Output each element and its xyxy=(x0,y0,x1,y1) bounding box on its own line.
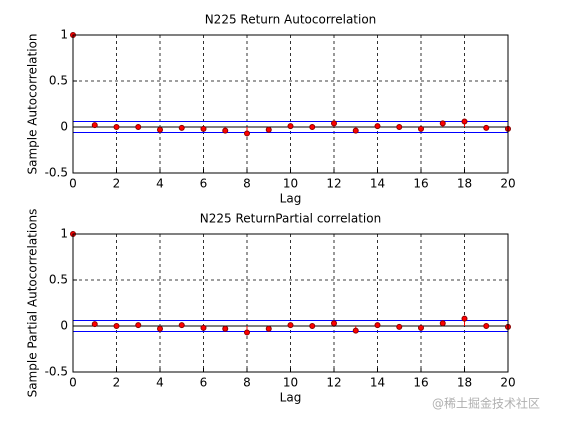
stem-marker xyxy=(113,323,120,329)
stem-marker xyxy=(352,127,359,134)
stem-marker xyxy=(222,127,229,134)
stem-marker xyxy=(244,130,250,137)
stem-marker xyxy=(396,323,403,330)
stem-marker xyxy=(439,120,446,127)
x-tick-label: 12 xyxy=(326,177,341,191)
y-axis-label: Sample Autocorrelation xyxy=(26,33,40,174)
x-tick-label: 18 xyxy=(457,376,472,390)
stem-marker xyxy=(91,321,98,328)
y-tick-label: 0 xyxy=(60,120,68,134)
x-tick-label: 0 xyxy=(69,376,77,390)
stem-marker xyxy=(439,320,446,327)
x-tick-label: 18 xyxy=(457,177,472,191)
stem-marker xyxy=(483,323,490,329)
x-tick-label: 2 xyxy=(113,376,121,390)
stem-marker xyxy=(309,124,316,130)
stem-marker xyxy=(418,125,424,132)
x-tick-label: 10 xyxy=(283,177,298,191)
x-tick-label: 10 xyxy=(283,376,298,390)
stem-marker xyxy=(157,325,163,332)
x-tick-label: 20 xyxy=(500,177,515,191)
x-tick-label: 0 xyxy=(69,177,77,191)
x-tick-label: 8 xyxy=(243,177,251,191)
x-tick-label: 4 xyxy=(156,177,164,191)
stem-marker xyxy=(178,322,185,329)
y-axis-label: Sample Partial Autocorrelations xyxy=(26,209,40,398)
y-tick-label: 0.5 xyxy=(49,74,68,88)
stem-marker xyxy=(287,123,294,130)
stem-marker xyxy=(352,327,359,334)
stem-marker xyxy=(374,322,381,329)
x-tick-label: 16 xyxy=(413,376,428,390)
x-tick-label: 8 xyxy=(243,376,251,390)
x-tick-label: 14 xyxy=(370,177,385,191)
y-tick-label: -0.5 xyxy=(45,365,68,379)
x-axis-label: Lag xyxy=(280,391,302,405)
stem-marker xyxy=(200,324,207,331)
y-tick-label: -0.5 xyxy=(45,166,68,180)
stem-marker xyxy=(483,124,490,131)
y-tick-label: 1 xyxy=(60,28,68,42)
watermark: @稀土掘金技术社区 xyxy=(432,396,540,411)
x-tick-label: 20 xyxy=(500,376,515,390)
x-tick-label: 12 xyxy=(326,376,341,390)
stem-marker xyxy=(374,123,381,130)
axes-box xyxy=(72,34,509,174)
x-tick-label: 6 xyxy=(200,177,208,191)
stem-marker xyxy=(200,125,207,132)
stem-marker xyxy=(331,120,337,127)
stem-marker xyxy=(287,322,294,329)
stem-marker xyxy=(418,324,424,331)
stem-marker xyxy=(135,322,142,329)
stem-marker xyxy=(113,124,120,130)
stem-marker xyxy=(396,124,403,130)
chart-title: N225 Return Autocorrelation xyxy=(205,13,377,27)
y-tick-label: 1 xyxy=(60,227,68,241)
x-tick-label: 16 xyxy=(413,177,428,191)
stem-marker xyxy=(222,325,229,332)
stem-marker xyxy=(309,323,316,329)
chart-title: N225 ReturnPartial correlation xyxy=(200,212,381,226)
x-tick-label: 4 xyxy=(156,376,164,390)
stem-marker xyxy=(157,126,163,133)
stem-marker xyxy=(461,118,468,125)
x-tick-label: 14 xyxy=(370,376,385,390)
stem-marker xyxy=(461,315,468,322)
stem-marker xyxy=(244,329,250,336)
stem-marker xyxy=(331,320,337,327)
x-axis-label: Lag xyxy=(280,192,302,206)
x-tick-label: 6 xyxy=(200,376,208,390)
y-tick-label: 0 xyxy=(60,319,68,333)
axes-box xyxy=(72,233,509,373)
stem-marker xyxy=(135,124,142,130)
y-tick-label: 0.5 xyxy=(49,273,68,287)
stem-marker xyxy=(265,126,272,133)
stem-marker xyxy=(91,122,98,129)
stem-marker xyxy=(265,325,272,332)
stem-marker xyxy=(178,124,185,131)
x-tick-label: 2 xyxy=(113,177,121,191)
